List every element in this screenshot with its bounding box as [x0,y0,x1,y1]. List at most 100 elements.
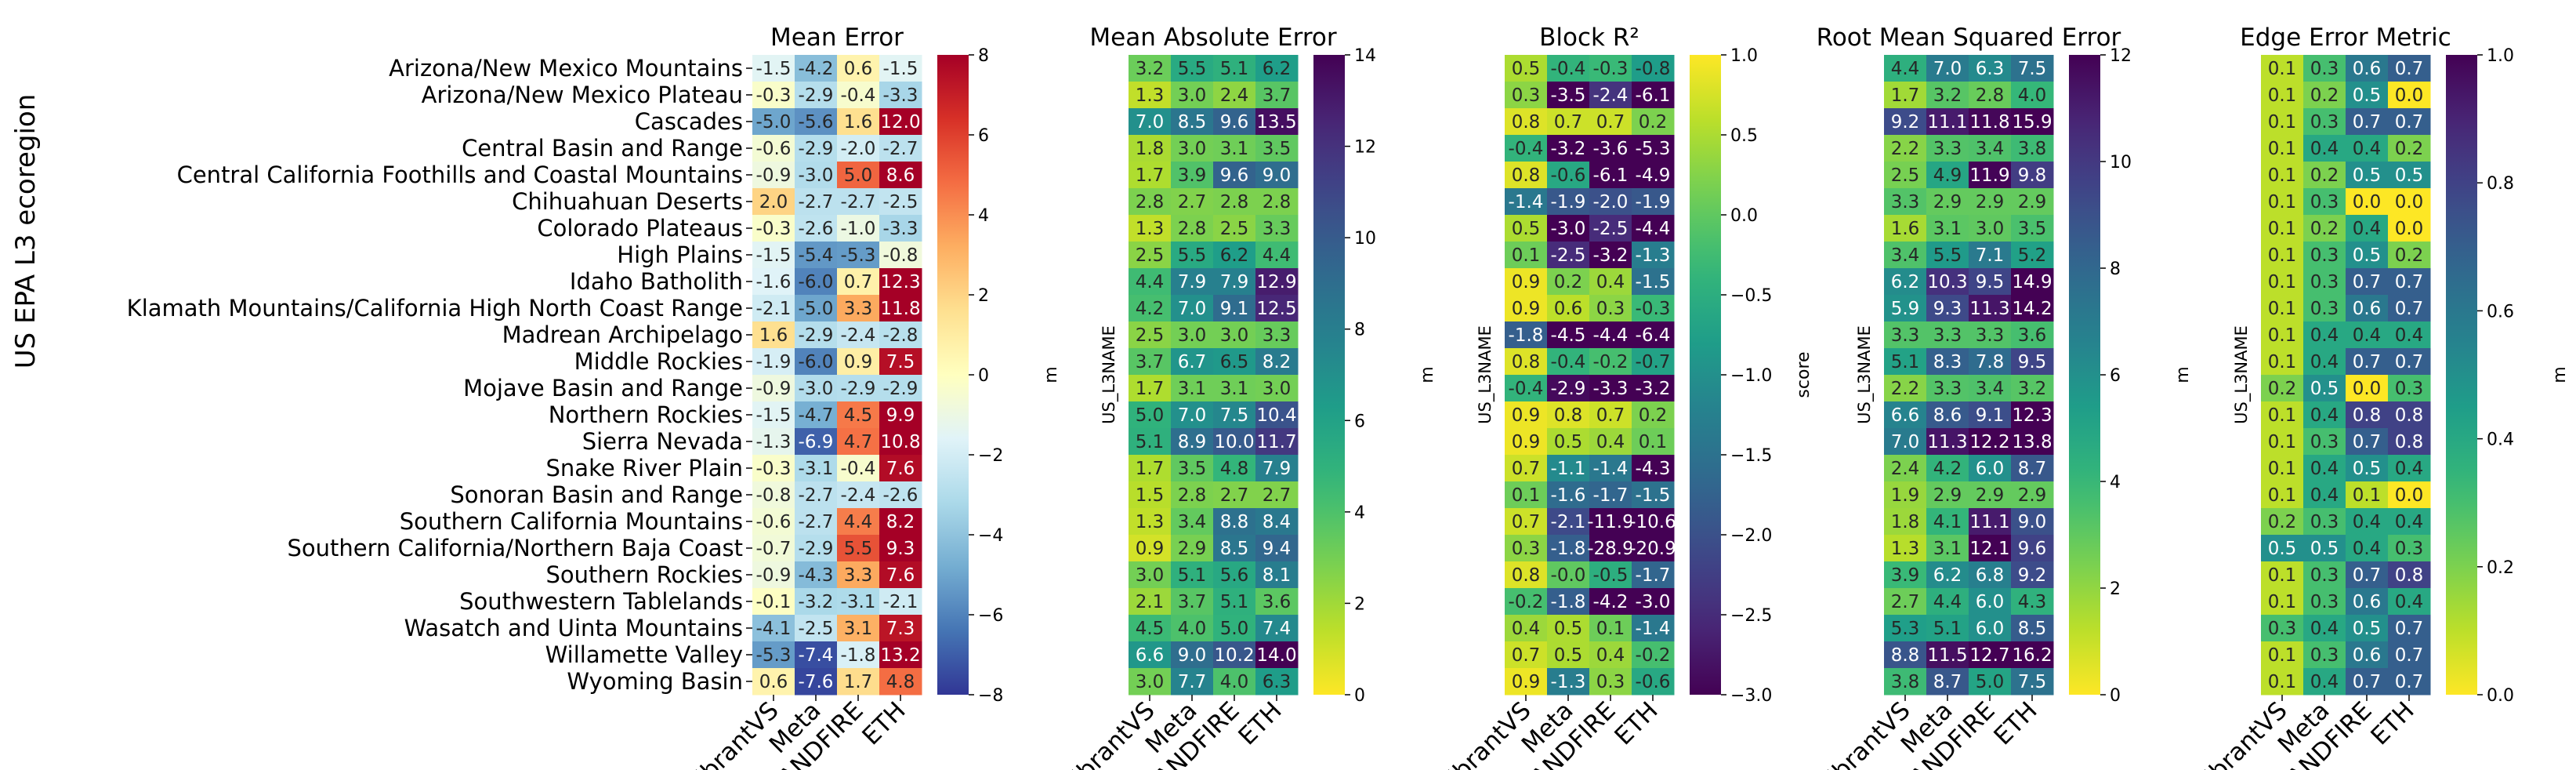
cell-label: 12.3 [2012,405,2052,426]
heatmap-cell [1632,108,1675,136]
heatmap-cell [795,321,838,349]
cell-label: -2.9 [1551,379,1586,399]
cell-label: -2.1 [883,592,918,612]
heatmap-cell [1171,535,1214,562]
cell-label: 11.9 [1969,165,2009,186]
heatmap-cell [1129,321,1172,349]
heatmap-cell [2261,615,2304,642]
heatmap-cell [1632,668,1675,696]
heatmap-cell [1171,641,1214,669]
cell-label: 4.9 [1933,165,1962,186]
cell-label: -0.4 [1551,59,1586,79]
cell-label: 13.5 [1256,112,1296,133]
cell-label: 4.4 [1891,59,1920,79]
heatmap-cell [795,348,838,376]
heatmap-cell [795,668,838,696]
heatmap-cell [1255,55,1299,82]
panel-title: Root Mean Squared Error [1817,24,2121,52]
heatmap-cell [1213,535,1256,562]
heatmap-cell [1589,242,1632,269]
row-label: Snake River Plain [546,455,743,481]
cell-label: 3.0 [1220,325,1249,346]
cell-label: -4.2 [1593,592,1629,612]
heatmap-cell [2261,401,2304,429]
row-label: Cascades [635,108,743,135]
heatmap-cell [837,215,880,242]
cell-label: 0.3 [2395,539,2424,559]
cell-label: 0.6 [759,672,788,692]
cell-label: -2.5 [1593,219,1629,239]
cell-label: 0.3 [2310,645,2339,666]
heatmap-cell [1884,455,1927,482]
heatmap-cell [2011,561,2054,589]
cell-label: 3.8 [1891,672,1920,692]
cell-label: 0.7 [1512,512,1541,532]
cell-label: -1.5 [1636,485,1671,506]
row-label: Colorado Plateaus [537,215,743,242]
heatmap-cell [1505,82,1548,109]
cell-label: -1.7 [1636,565,1671,586]
heatmap-cell [2303,348,2346,376]
heatmap-cell [2346,82,2389,109]
heatmap-cell [1129,188,1172,216]
cell-label: -0.4 [1551,352,1586,372]
heatmap-cell [1213,615,1256,642]
heatmap-cell [2303,321,2346,349]
heatmap-cell [837,401,880,429]
cell-label: 0.8 [1512,112,1541,133]
cell-label: 2.7 [1891,592,1920,612]
heatmap-cell [1884,348,1927,376]
cell-label: 11.1 [1927,112,1967,133]
heatmap-cell [752,82,795,109]
cell-label: -0.0 [1551,565,1586,586]
heatmap-cell [2011,215,2054,242]
cell-label: -0.6 [1551,165,1586,186]
cell-label: 2.9 [1976,192,2005,212]
heatmap-cell [2303,108,2346,136]
row-axis-label: US_L3NAME [1855,325,1875,424]
cell-label: 10.2 [1214,645,1254,666]
heatmap-cell [879,455,922,482]
cell-label: 0.7 [1596,405,1625,426]
cell-label: 10.4 [1256,405,1296,426]
cell-label: 7.3 [886,619,915,639]
heatmap-cell [2346,535,2389,562]
cell-label: 4.2 [1136,299,1165,319]
cell-label: 14.2 [2012,299,2052,319]
cell-label: -1.3 [1636,245,1671,266]
heatmap-cell [2346,188,2389,216]
cell-label: 0.5 [2353,85,2382,106]
heatmap-cell [1589,508,1632,536]
cell-label: 5.1 [1933,619,1962,639]
cell-label: 0.4 [2353,512,2382,532]
colorbar-tick-label: 0.5 [1730,126,1758,146]
cell-label: 2.8 [1178,219,1207,239]
cell-label: 7.9 [1178,272,1207,292]
heatmap-cell [2346,588,2389,616]
cell-label: -1.5 [756,59,792,79]
cell-label: 0.4 [2353,325,2382,346]
cell-label: 0.4 [2310,672,2339,692]
heatmap-cell [795,615,838,642]
heatmap-cell [2011,641,2054,669]
cell-label: 12.2 [1969,432,2009,452]
heatmap-cell [1589,401,1632,429]
heatmap-cell [2011,188,2054,216]
heatmap-cell [1969,268,2012,296]
heatmap-cell [879,561,922,589]
heatmap-cell [795,535,838,562]
heatmap-cell [1171,455,1214,482]
heatmap-cell [1926,242,1969,269]
cell-label: -1.3 [1551,672,1586,692]
heatmap-cell [1129,162,1172,189]
cell-label: -6.1 [1636,85,1671,106]
cell-label: -0.7 [756,539,792,559]
row-label: Central California Foothills and Coastal… [177,162,743,188]
cell-label: -3.2 [1551,139,1586,159]
heatmap-cell [2303,641,2346,669]
cell-label: 3.1 [1933,219,1962,239]
heatmap-cell [795,108,838,136]
cell-label: 1.3 [1891,539,1920,559]
cell-label: -2.4 [1593,85,1629,106]
cell-label: 5.1 [1178,565,1207,586]
